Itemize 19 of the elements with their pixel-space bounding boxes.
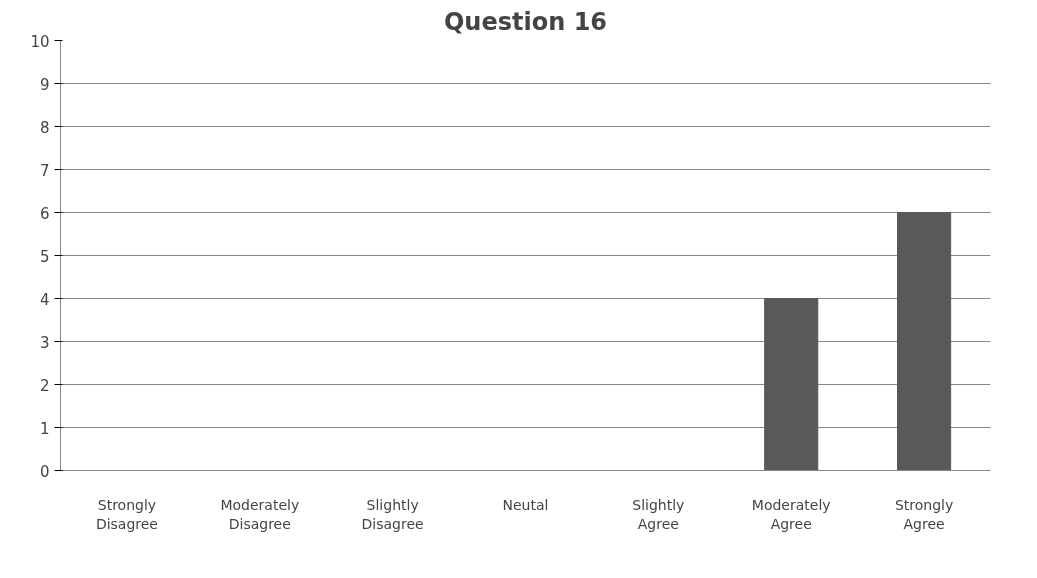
x-tick-label: Neutal xyxy=(502,496,549,513)
x-tick-label: Slightly Agree xyxy=(632,496,685,532)
chart-title: Question 16 xyxy=(443,7,608,36)
y-tick-label: 8 xyxy=(39,118,50,137)
y-tick-label: 7 xyxy=(39,161,50,180)
y-tick-label: 0 xyxy=(39,462,50,481)
y-tick-label: 3 xyxy=(39,333,50,352)
x-tick-label: Moderately Agree xyxy=(751,496,831,532)
x-tick-label: Moderately Disagree xyxy=(220,496,300,532)
y-tick-label: 6 xyxy=(39,204,50,223)
y-tick-label: 1 xyxy=(39,419,50,438)
y-tick-label: 10 xyxy=(30,32,50,51)
x-tick-label: Slightly Disagree xyxy=(361,496,424,532)
y-tick-label: 9 xyxy=(39,75,50,94)
x-tick-label: Strongly Agree xyxy=(894,496,954,532)
x-tick-label: Strongly Disagree xyxy=(95,496,158,532)
y-tick-label: 4 xyxy=(39,290,50,309)
y-tick-label: 5 xyxy=(39,247,50,266)
y-tick-label: 2 xyxy=(39,376,50,395)
